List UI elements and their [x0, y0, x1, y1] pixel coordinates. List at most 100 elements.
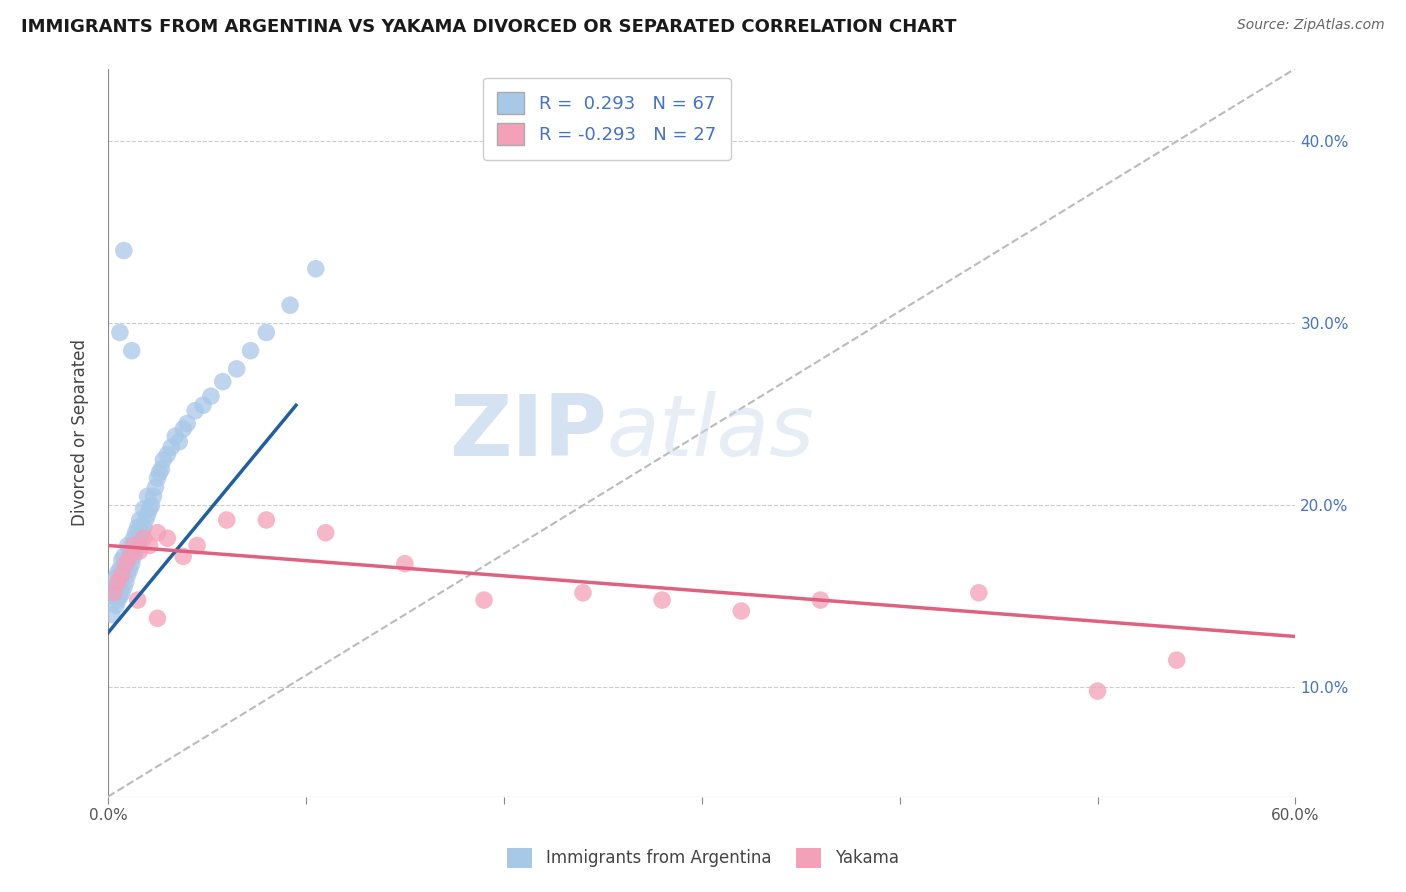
Point — [112, 244, 135, 258]
Point — [136, 489, 159, 503]
Point — [107, 593, 129, 607]
Point — [215, 513, 238, 527]
Point — [127, 520, 149, 534]
Point — [107, 574, 129, 589]
Point — [315, 525, 337, 540]
Point — [125, 525, 148, 540]
Point — [114, 574, 136, 589]
Point — [114, 557, 136, 571]
Point — [112, 562, 135, 576]
Point — [278, 298, 301, 312]
Point — [108, 590, 131, 604]
Legend: R =  0.293   N = 67, R = -0.293   N = 27: R = 0.293 N = 67, R = -0.293 N = 27 — [482, 78, 731, 160]
Point — [152, 453, 174, 467]
Point — [138, 539, 160, 553]
Point — [142, 489, 165, 503]
Point — [131, 525, 153, 540]
Point — [176, 417, 198, 431]
Point — [146, 525, 169, 540]
Point — [394, 557, 416, 571]
Point — [172, 422, 194, 436]
Point — [184, 403, 207, 417]
Point — [165, 429, 187, 443]
Point — [108, 326, 131, 340]
Point — [101, 607, 124, 622]
Point — [122, 539, 145, 553]
Point — [121, 557, 143, 571]
Point — [225, 362, 247, 376]
Point — [191, 398, 214, 412]
Point — [172, 549, 194, 564]
Y-axis label: Divorced or Separated: Divorced or Separated — [72, 339, 89, 526]
Point — [111, 553, 134, 567]
Point — [146, 611, 169, 625]
Point — [103, 586, 125, 600]
Point — [128, 513, 150, 527]
Point — [127, 593, 149, 607]
Point — [125, 544, 148, 558]
Point — [108, 562, 131, 576]
Point — [730, 604, 752, 618]
Point — [1166, 653, 1188, 667]
Point — [121, 539, 143, 553]
Text: Source: ZipAtlas.com: Source: ZipAtlas.com — [1237, 18, 1385, 32]
Point — [472, 593, 495, 607]
Point — [156, 447, 179, 461]
Point — [136, 508, 159, 522]
Point — [122, 531, 145, 545]
Point — [135, 513, 157, 527]
Point — [305, 261, 328, 276]
Point — [160, 440, 183, 454]
Point — [122, 549, 145, 564]
Point — [111, 567, 134, 582]
Text: atlas: atlas — [607, 391, 814, 474]
Point — [118, 544, 141, 558]
Point — [572, 586, 595, 600]
Point — [112, 580, 135, 594]
Point — [1087, 684, 1109, 698]
Point — [156, 531, 179, 545]
Point — [118, 549, 141, 564]
Point — [150, 462, 173, 476]
Point — [200, 389, 222, 403]
Point — [103, 590, 125, 604]
Point — [167, 434, 190, 449]
Point — [127, 539, 149, 553]
Point — [112, 549, 135, 564]
Point — [132, 531, 155, 545]
Point — [128, 544, 150, 558]
Point — [107, 580, 129, 594]
Point — [254, 326, 277, 340]
Point — [651, 593, 673, 607]
Point — [107, 566, 129, 580]
Point — [211, 375, 233, 389]
Point — [117, 539, 139, 553]
Point — [111, 567, 134, 582]
Point — [967, 586, 990, 600]
Point — [103, 580, 125, 594]
Point — [104, 571, 127, 585]
Text: ZIP: ZIP — [449, 391, 607, 474]
Point — [104, 599, 127, 613]
Text: IMMIGRANTS FROM ARGENTINA VS YAKAMA DIVORCED OR SEPARATED CORRELATION CHART: IMMIGRANTS FROM ARGENTINA VS YAKAMA DIVO… — [21, 18, 956, 36]
Point — [145, 480, 167, 494]
Point — [810, 593, 832, 607]
Point — [104, 586, 127, 600]
Point — [128, 531, 150, 545]
Legend: Immigrants from Argentina, Yakama: Immigrants from Argentina, Yakama — [501, 841, 905, 875]
Point — [111, 586, 134, 600]
Point — [141, 499, 163, 513]
Point — [132, 502, 155, 516]
Point — [146, 471, 169, 485]
Point — [138, 502, 160, 516]
Point — [117, 567, 139, 582]
Point — [108, 574, 131, 589]
Point — [117, 553, 139, 567]
Point — [118, 562, 141, 576]
Point — [186, 539, 208, 553]
Point — [254, 513, 277, 527]
Point — [148, 466, 170, 480]
Point — [132, 520, 155, 534]
Point — [114, 557, 136, 571]
Point — [239, 343, 262, 358]
